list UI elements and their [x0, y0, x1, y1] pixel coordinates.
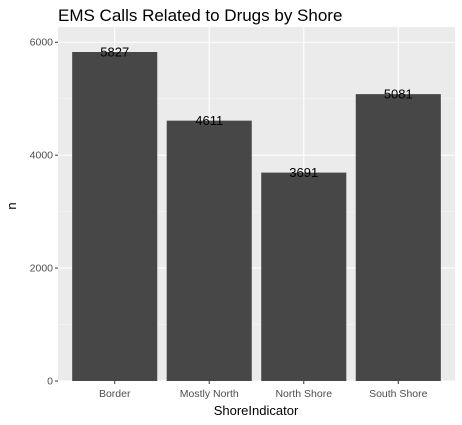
x-axis-title: ShoreIndicator: [214, 403, 299, 418]
bars: [72, 52, 441, 382]
y-tick-label: 0: [47, 376, 53, 388]
data-labels: 5827 4611 3691 5081: [100, 45, 412, 181]
x-tick-label: Border: [99, 388, 131, 400]
x-tick-label: South Shore: [369, 388, 428, 400]
data-label: 5081: [384, 87, 413, 102]
chart-title: EMS Calls Related to Drugs by Shore: [58, 6, 342, 25]
data-label: 5827: [100, 45, 129, 60]
bar-south-shore: [355, 94, 441, 382]
x-tick-label: Mostly North: [180, 388, 239, 400]
x-tick-label: North Shore: [275, 388, 332, 400]
y-tick-label: 4000: [30, 150, 54, 162]
bar-border: [72, 52, 158, 382]
bar-mostly-north: [166, 120, 252, 382]
data-label: 3691: [289, 165, 318, 180]
bar-north-shore: [261, 172, 347, 381]
y-tick-label: 6000: [30, 37, 54, 49]
y-axis-title: n: [4, 202, 19, 209]
data-label: 4611: [195, 113, 223, 128]
y-tick-label: 2000: [30, 263, 54, 275]
y-axis: 0 2000 4000 6000: [30, 37, 58, 388]
x-axis: Border Mostly North North Shore South Shore: [99, 381, 428, 400]
